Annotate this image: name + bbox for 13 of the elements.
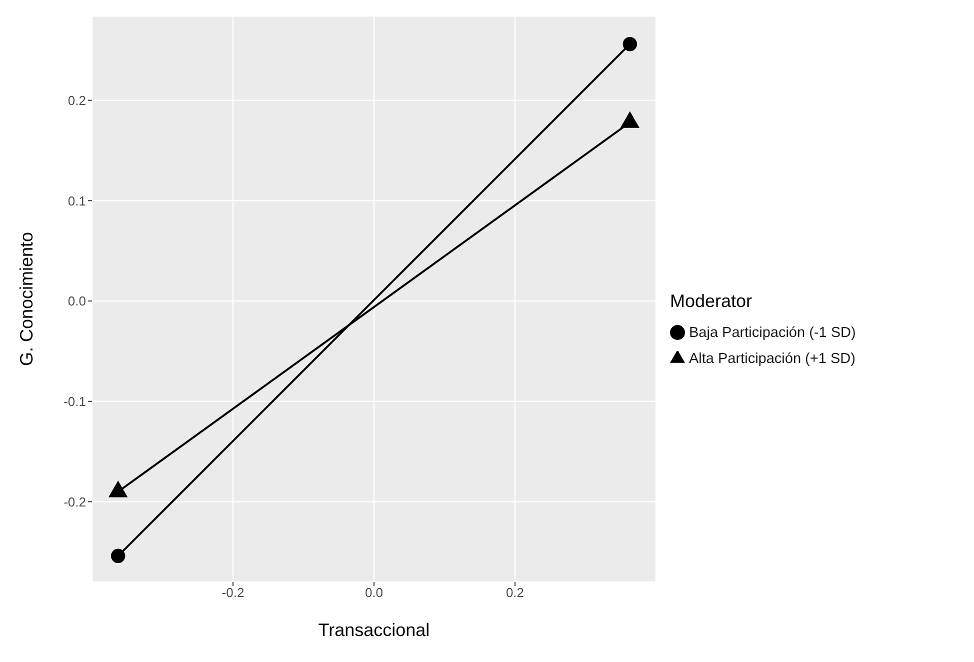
x-axis-title: Transaccional xyxy=(318,620,430,640)
y-tick-label: -0.2 xyxy=(64,494,86,510)
y-tick-label: 0.1 xyxy=(68,193,86,208)
y-tick-label: -0.1 xyxy=(64,394,86,409)
legend-title: Moderator xyxy=(670,290,754,312)
x-tick-label: -0.2 xyxy=(222,585,244,600)
y-tick-label: 0.2 xyxy=(68,92,86,108)
y-tick-label: 0.0 xyxy=(68,294,86,309)
x-tick-label: 0.2 xyxy=(506,585,524,600)
y-axis-title: G. Conocimiento xyxy=(16,232,36,366)
x-tick-label: 0.0 xyxy=(364,585,384,600)
legend-label: Alta Participación (+1 SD) xyxy=(689,350,856,366)
legend-label: Baja Participación (-1 SD) xyxy=(689,324,856,340)
